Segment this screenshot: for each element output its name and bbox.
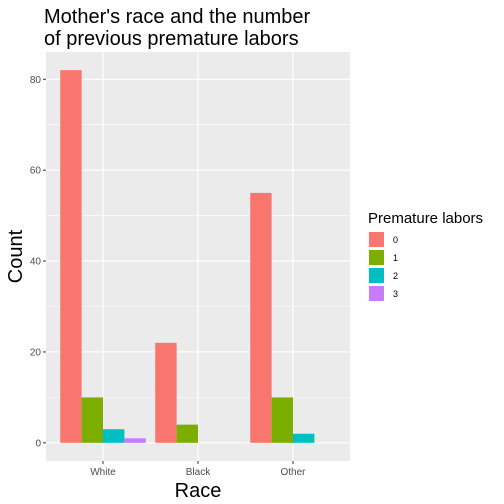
y-tick-label: 20 — [30, 347, 42, 358]
legend-label: 2 — [393, 271, 398, 281]
y-axis: 0 20 40 60 80 — [30, 75, 46, 449]
legend-label: 3 — [393, 289, 398, 299]
bar-other-0 — [250, 192, 272, 443]
bar-black-1 — [176, 424, 198, 443]
bars — [60, 70, 315, 443]
y-tick-label: 40 — [30, 257, 42, 268]
legend-swatch-2 — [369, 268, 384, 283]
chart-title: Mother's race and the number of previous … — [44, 6, 311, 50]
chart-title-line: of previous premature labors — [44, 28, 299, 50]
legend-label: 1 — [393, 253, 398, 263]
y-tick-label: 80 — [30, 75, 42, 86]
legend: Premature labors 0 1 2 3 — [368, 210, 483, 301]
legend-swatch-0 — [369, 232, 384, 247]
bar-white-1 — [81, 397, 103, 443]
bar-white-3 — [124, 438, 146, 443]
x-tick-label: Black — [186, 467, 211, 478]
legend-label: 0 — [393, 235, 398, 245]
legend-swatch-1 — [369, 250, 384, 265]
bar-white-2 — [103, 429, 125, 443]
x-tick-label: White — [90, 467, 116, 478]
bar-white-0 — [60, 70, 82, 443]
chart-title-line: Mother's race and the number — [44, 6, 311, 28]
legend-swatch-3 — [369, 286, 384, 301]
y-tick-label: 60 — [30, 166, 42, 177]
bar-other-1 — [271, 397, 293, 443]
bar-black-0 — [155, 342, 177, 443]
y-axis-title: Count — [5, 229, 27, 283]
x-tick-label: Other — [280, 467, 306, 478]
x-axis-title: Race — [175, 480, 222, 502]
grid-lines — [46, 52, 350, 461]
y-tick-label: 0 — [35, 438, 41, 449]
legend-title: Premature labors — [368, 210, 483, 227]
x-axis: White Black Other — [90, 461, 306, 478]
bar-other-2 — [293, 433, 315, 443]
